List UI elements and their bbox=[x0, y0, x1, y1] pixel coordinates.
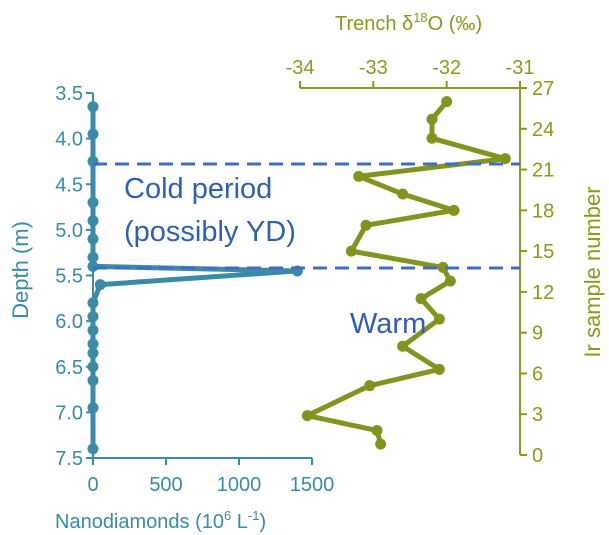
o-top-tick-label: -33 bbox=[359, 57, 388, 79]
nanodiamond-point bbox=[87, 260, 99, 272]
oxygen-point bbox=[371, 425, 383, 437]
nanodiamond-point bbox=[87, 233, 99, 245]
oxygen-point bbox=[397, 188, 409, 200]
o-top-tick-label: -32 bbox=[432, 57, 461, 79]
nd-x-title-sup: 6 bbox=[224, 508, 231, 523]
oxygen-point bbox=[433, 363, 445, 375]
o-right-tick-label: 6 bbox=[532, 363, 543, 385]
oxygen-point bbox=[353, 170, 365, 182]
nd-y-axis-title: Depth (m) bbox=[8, 221, 33, 319]
nanodiamond-point bbox=[87, 251, 99, 263]
nd-x-tick-label: 500 bbox=[149, 474, 182, 496]
nanodiamond-point bbox=[87, 338, 99, 350]
nanodiamond-point bbox=[94, 279, 106, 291]
oxygen-point bbox=[437, 261, 449, 273]
oxygen-point bbox=[364, 380, 376, 392]
oxygen-point bbox=[415, 293, 427, 305]
o-title-sup: 18 bbox=[413, 10, 427, 25]
nd-y-tick-label: 3.5 bbox=[55, 83, 83, 105]
oxygen-point bbox=[397, 340, 409, 352]
nd-x-axis-title: Nanodiamonds (106 L-1) bbox=[55, 508, 266, 533]
oxygen-point bbox=[433, 313, 445, 325]
nd-y-tick-label: 7.0 bbox=[55, 402, 83, 424]
nanodiamond-point bbox=[87, 324, 99, 336]
nd-x-title-sup2: -1 bbox=[248, 508, 260, 523]
oxygen-point bbox=[375, 438, 387, 450]
o-right-tick-label: 3 bbox=[532, 404, 543, 426]
o-top-tick-label: -34 bbox=[286, 57, 315, 79]
nd-y-tick-label: 5.5 bbox=[55, 266, 83, 288]
nanodiamond-point bbox=[87, 197, 99, 208]
o-top-tick-label: -31 bbox=[506, 57, 535, 79]
nanodiamond-line bbox=[90, 106, 300, 449]
o-top-ticks: -34 -33 -32 -31 bbox=[286, 57, 535, 88]
nd-y-tick-label: 4.5 bbox=[55, 174, 83, 196]
nd-y-tick-label: 4.0 bbox=[55, 129, 83, 151]
nd-x-title-unit: L bbox=[231, 511, 248, 533]
nd-x-title-main: Nanodiamonds (10 bbox=[55, 511, 224, 533]
nanodiamond-point bbox=[87, 311, 99, 323]
nd-x-ticks: 0 500 1000 1500 bbox=[87, 458, 334, 496]
o-right-tick-label: 24 bbox=[532, 119, 554, 141]
nd-x-tick-label: 1000 bbox=[217, 474, 262, 496]
o-right-ticks: 0 3 6 9 12 15 18 21 24 27 bbox=[520, 78, 554, 467]
annotation-cold-period: Cold period bbox=[124, 173, 272, 205]
nd-x-tick-label: 1500 bbox=[290, 474, 335, 496]
nd-y-tick-label: 6.0 bbox=[55, 311, 83, 333]
nd-y-tick-label: 5.0 bbox=[55, 220, 83, 242]
o-right-tick-label: 12 bbox=[532, 282, 554, 304]
oxygen-point bbox=[426, 132, 438, 144]
o-right-tick-label: 21 bbox=[532, 160, 554, 182]
o-right-tick-label: 9 bbox=[532, 323, 543, 345]
oxygen-point bbox=[448, 204, 460, 216]
oxygen-point bbox=[444, 275, 456, 287]
o-title-main: Trench δ bbox=[335, 13, 413, 35]
o-right-tick-label: 0 bbox=[532, 445, 543, 467]
nanodiamond-point bbox=[87, 215, 99, 227]
oxygen-point bbox=[499, 153, 511, 165]
nd-y-ticks: 3.5 4.0 4.5 5.0 5.5 6.0 6.5 7.0 7.5 bbox=[55, 83, 93, 470]
nanodiamond-point bbox=[87, 402, 99, 414]
oxygen-point bbox=[441, 96, 453, 108]
o-title-rest: O (‰) bbox=[428, 13, 482, 35]
nanodiamond-point bbox=[87, 347, 99, 359]
nd-x-tick-label: 0 bbox=[87, 474, 98, 496]
nanodiamond-point bbox=[87, 128, 99, 140]
nanodiamond-series bbox=[87, 101, 303, 455]
oxygen-series bbox=[301, 96, 511, 450]
nd-x-title-close: ) bbox=[259, 511, 266, 533]
annotation-possibly-yd: (possibly YD) bbox=[124, 216, 296, 248]
nanodiamond-point bbox=[87, 443, 99, 455]
o-right-axis-title: Ir sample number bbox=[580, 186, 605, 357]
o-right-tick-label: 27 bbox=[532, 78, 554, 100]
nd-y-tick-label: 6.5 bbox=[55, 357, 83, 379]
oxygen-point bbox=[345, 245, 357, 257]
o-right-tick-label: 18 bbox=[532, 200, 554, 222]
annotation-warm: Warm bbox=[350, 308, 426, 340]
oxygen-point bbox=[360, 219, 372, 231]
o-right-tick-label: 15 bbox=[532, 241, 554, 263]
nanodiamond-panel: 3.5 4.0 4.5 5.0 5.5 6.0 6.5 7.0 7.5 0 500 1000 1500… bbox=[8, 83, 334, 533]
oxygen-point bbox=[426, 113, 438, 125]
o-top-axis-title: Trench δ18O (‰) bbox=[335, 10, 482, 35]
nd-y-tick-label: 7.5 bbox=[55, 448, 83, 470]
nanodiamond-point bbox=[87, 101, 99, 113]
nanodiamond-point bbox=[87, 361, 99, 373]
oxygen-line bbox=[304, 99, 508, 445]
nanodiamond-point bbox=[87, 297, 99, 309]
nanodiamond-point bbox=[87, 374, 99, 386]
oxygen-point bbox=[301, 410, 313, 422]
